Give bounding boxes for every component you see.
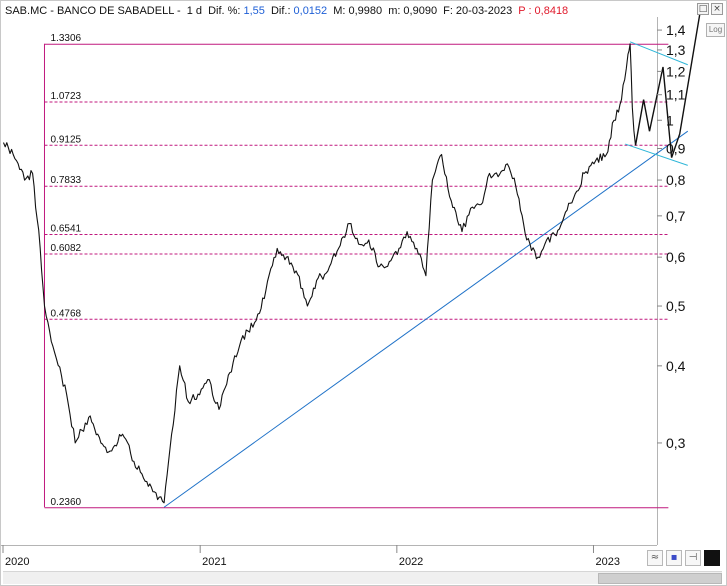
dif-label: Dif.: bbox=[270, 5, 291, 17]
chart-toolbar: ≈ ▪ ⊣ bbox=[647, 550, 720, 566]
dif-pct-label: Dif. %: bbox=[208, 5, 241, 17]
fibonacci-retracement: 1.3306 1.0723 0.9125 0.7833 0.6541 0.6082 0.47… bbox=[43, 33, 669, 509]
x-tick-label: 2020 bbox=[5, 556, 29, 568]
channel-lower-line bbox=[625, 143, 688, 166]
wave-icon[interactable]: ≈ bbox=[647, 550, 663, 566]
color-swatch-icon[interactable] bbox=[704, 550, 720, 566]
scrollbar-thumb[interactable] bbox=[598, 573, 722, 584]
fib-level-label: 0.4768 bbox=[50, 308, 81, 319]
price-label: P : bbox=[518, 5, 532, 17]
y-tick-label: 1,2 bbox=[666, 63, 686, 79]
fib-level-label: 0.6082 bbox=[50, 243, 81, 254]
y-tick-label: 1,4 bbox=[666, 22, 686, 38]
fib-level-label: 0.6541 bbox=[50, 224, 81, 235]
channel-upper-line bbox=[629, 41, 688, 66]
dif-pct-value: 1,55 bbox=[243, 5, 265, 17]
maximize-icon[interactable]: □ bbox=[697, 3, 709, 15]
fib-level-label: 0.2360 bbox=[50, 497, 81, 508]
period-label: 1 d bbox=[186, 5, 202, 17]
max-value: 0,9980 bbox=[348, 5, 383, 17]
plot-area bbox=[1, 17, 657, 545]
y-tick-label: 0,7 bbox=[666, 208, 686, 224]
dif-value: 0,0152 bbox=[293, 5, 328, 17]
projection-path bbox=[634, 11, 701, 158]
price-series bbox=[2, 43, 637, 504]
x-tick-label: 2023 bbox=[595, 556, 619, 568]
chart-header: SAB.MC - BANCO DE SABADELL - 1 d Dif. %:… bbox=[5, 3, 571, 19]
log-scale-button[interactable]: Log bbox=[706, 23, 725, 37]
min-label: m: bbox=[388, 5, 401, 17]
projection-line bbox=[634, 11, 701, 158]
max-label: M: bbox=[333, 5, 346, 17]
min-value: 0,9090 bbox=[403, 5, 438, 17]
close-icon[interactable]: × bbox=[711, 3, 723, 15]
y-tick-label: 0,8 bbox=[666, 172, 686, 188]
save-icon[interactable]: ▪ bbox=[666, 550, 682, 566]
price-line bbox=[2, 43, 637, 504]
date-label: F: bbox=[443, 5, 453, 17]
y-tick-label: 0,4 bbox=[666, 358, 686, 374]
horizontal-scrollbar[interactable] bbox=[3, 571, 722, 584]
date-value: 20-03-2023 bbox=[455, 5, 513, 17]
trend-lines bbox=[163, 41, 689, 508]
fib-level-label: 0.9125 bbox=[50, 134, 81, 145]
fib-level-label: 0.7833 bbox=[50, 175, 81, 186]
y-tick-label: 1,3 bbox=[666, 42, 686, 58]
fib-level-label: 1.0723 bbox=[50, 91, 81, 102]
uptrend-line bbox=[163, 130, 689, 508]
y-tick-label: 0,5 bbox=[666, 298, 686, 314]
y-tick-label: 0,3 bbox=[666, 435, 686, 451]
x-axis: 2020 2021 2022 2023 bbox=[2, 545, 620, 568]
fib-level-label: 1.3306 bbox=[50, 33, 81, 44]
y-tick-label: 1 bbox=[666, 112, 674, 128]
window-controls: □ × bbox=[697, 3, 723, 15]
price-value: 0,8418 bbox=[534, 5, 569, 17]
y-tick-label: 0,6 bbox=[666, 249, 686, 265]
y-tick-label: 0,9 bbox=[666, 140, 686, 156]
y-axis: 1,4 1,3 1,2 1,1 1 0,9 0,8 0,7 0,6 0,5 0,4 0,3 bbox=[657, 22, 686, 451]
pin-icon[interactable]: ⊣ bbox=[685, 550, 701, 566]
y-tick-label: 1,1 bbox=[666, 87, 686, 103]
x-tick-label: 2022 bbox=[399, 556, 423, 568]
x-tick-label: 2021 bbox=[202, 556, 226, 568]
symbol-label: SAB.MC - BANCO DE SABADELL - bbox=[5, 5, 181, 17]
